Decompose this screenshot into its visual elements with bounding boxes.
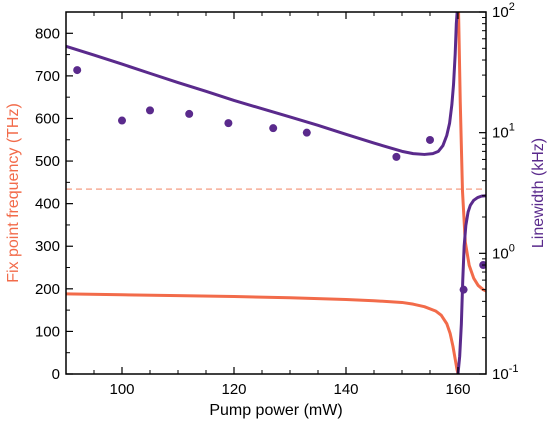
ticks-layer: 100 120 140 160 0 100 200 300 400 500 600 700 800 10-… (35, 1, 519, 398)
left-y-axis-title: Fix point frequency (THz) (5, 103, 22, 283)
x-tick-label: 120 (221, 381, 246, 398)
left-y-tick-label: 400 (35, 196, 60, 213)
left-y-tick-label: 700 (35, 68, 60, 85)
right-y-tick-label: 100 (492, 242, 515, 262)
data-point (118, 116, 126, 125)
left-y-tick-label: 500 (35, 153, 60, 170)
left-y-tick-label: 0 (52, 366, 60, 383)
data-point (269, 124, 278, 133)
right-y-tick-label: 10-1 (492, 363, 518, 383)
data-point (459, 285, 468, 294)
left-y-tick-label: 600 (35, 110, 60, 127)
data-point (426, 135, 434, 144)
right-y-tick-label: 101 (492, 122, 515, 142)
left-y-tick-label: 800 (35, 25, 60, 42)
linewidth-curve (66, 12, 459, 156)
data-point (224, 119, 233, 128)
linewidth-curve (456, 194, 486, 374)
x-tick-label: 160 (445, 381, 470, 398)
x-tick-label: 100 (109, 381, 134, 398)
data-point (392, 152, 401, 161)
data-point (302, 128, 311, 137)
left-y-tick-label: 300 (35, 238, 60, 255)
data-point (146, 106, 154, 115)
x-tick-label: 140 (333, 381, 358, 398)
frequency-curve (66, 292, 460, 374)
left-y-tick-label: 100 (35, 323, 60, 340)
data-point (185, 109, 194, 118)
data-point (73, 66, 82, 75)
series-layer (66, 12, 486, 374)
right-y-axis-title: Linewidth (kHz) (530, 138, 547, 248)
frequency-curve (457, 12, 486, 293)
x-axis-title: Pump power (mW) (209, 402, 342, 419)
plot-frame (65, 11, 487, 375)
left-y-tick-label: 200 (35, 281, 60, 298)
right-y-tick-label: 102 (492, 1, 515, 21)
